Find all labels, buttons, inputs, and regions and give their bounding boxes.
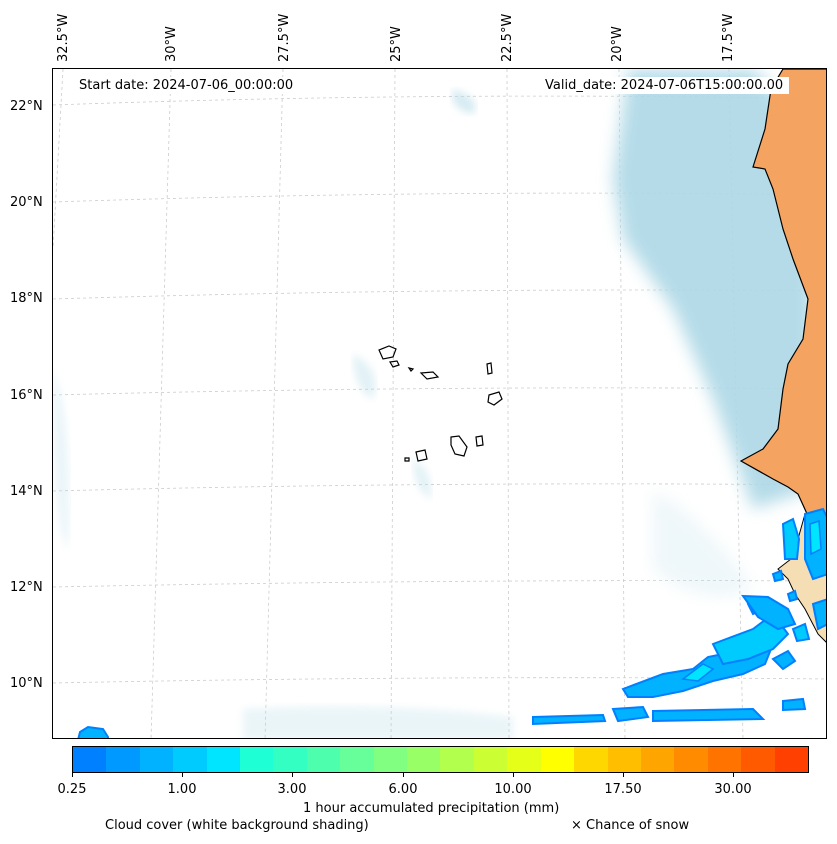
colorbar-label: 1 hour accumulated precipitation (mm): [303, 801, 560, 816]
colorbar-tickmark-0: [72, 773, 73, 777]
lon-label-27-5w: 27.5°W: [277, 13, 292, 62]
map-panel[interactable]: [52, 68, 827, 739]
colorbar-tick-4: 10.00: [494, 782, 532, 797]
colorbar-segment-2: [139, 747, 174, 772]
colorbar-segment-19: [707, 747, 742, 772]
lat-label-18n: 18°N: [10, 291, 43, 306]
valid-date-label: Valid_date: 2024-07-06T15:00:00.00: [539, 77, 790, 94]
african-coast: [739, 69, 826, 528]
colorbar-segment-1: [106, 747, 140, 772]
colorbar-segment-5: [240, 747, 274, 772]
colorbar-tick-5: 17.50: [604, 782, 642, 797]
colorbar-segment-15: [574, 747, 608, 772]
snow-legend: × Chance of snow: [571, 818, 690, 833]
colorbar-segment-13: [507, 747, 541, 772]
colorbar-tickmark-3: [403, 773, 404, 777]
lon-label-20w: 20°W: [610, 26, 625, 62]
colorbar-segment-14: [540, 747, 575, 772]
lat-label-14n: 14°N: [10, 484, 43, 499]
start-date-label: Start date: 2024-07-06_00:00:00: [73, 77, 300, 94]
colorbar-segment-12: [473, 747, 508, 772]
colorbar-tick-0: 0.25: [57, 782, 87, 797]
lat-label-12n: 12°N: [10, 580, 43, 595]
colorbar-segment-21: [774, 747, 808, 772]
colorbar-segment-9: [373, 747, 408, 772]
colorbar-segment-20: [741, 747, 775, 772]
lon-label-32-5w: 32.5°W: [56, 13, 71, 62]
lon-label-25w: 25°W: [389, 26, 404, 62]
colorbar-tick-2: 3.00: [277, 782, 307, 797]
colorbar-segment-0: [73, 747, 107, 772]
colorbar-segment-6: [273, 747, 307, 772]
lat-label-20n: 20°N: [10, 195, 43, 210]
lon-label-30w: 30°W: [164, 26, 179, 62]
colorbar-segment-10: [407, 747, 441, 772]
colorbar-tickmark-1: [182, 773, 183, 777]
map-canvas: [53, 69, 826, 738]
colorbar-segment-17: [640, 747, 675, 772]
precipitation: [77, 507, 826, 738]
precipitation-colorbar: [72, 746, 809, 773]
cloud-cover-legend: Cloud cover (white background shading): [105, 818, 369, 833]
colorbar-segment-4: [206, 747, 241, 772]
colorbar-tickmark-4: [513, 773, 514, 777]
lon-label-22-5w: 22.5°W: [500, 13, 515, 62]
cloud-cover: [53, 69, 813, 738]
colorbar-tickmark-2: [292, 773, 293, 777]
colorbar-segment-8: [340, 747, 374, 772]
colorbar-segment-18: [674, 747, 708, 772]
colorbar-segment-7: [306, 747, 341, 772]
colorbar-tickmark-6: [733, 773, 734, 777]
lat-label-16n: 16°N: [10, 388, 43, 403]
graticule: [53, 69, 826, 738]
lon-label-17-5w: 17.5°W: [721, 13, 736, 62]
colorbar-tick-1: 1.00: [167, 782, 197, 797]
lat-label-10n: 10°N: [10, 676, 43, 691]
colorbar-segment-3: [173, 747, 207, 772]
colorbar-segment-16: [607, 747, 641, 772]
colorbar-tickmark-5: [623, 773, 624, 777]
colorbar-tick-6: 30.00: [714, 782, 752, 797]
colorbar-tick-3: 6.00: [388, 782, 418, 797]
cape-verde-islands: [378, 345, 503, 462]
colorbar-segment-11: [440, 747, 474, 772]
lat-label-22n: 22°N: [10, 99, 43, 114]
